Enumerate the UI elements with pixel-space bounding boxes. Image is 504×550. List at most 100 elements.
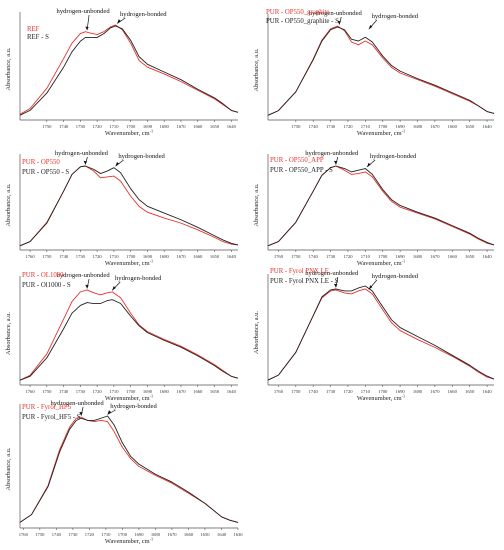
legend-entry: REF - S (27, 34, 49, 41)
y-axis-label: Absorbance, a.u. (253, 311, 260, 354)
series-line-sample (19, 299, 239, 381)
series-line-reference (267, 25, 495, 116)
x-axis-label: Wavenumber, cm-1 (357, 259, 405, 268)
x-axis-label-superscript: -1 (150, 259, 154, 264)
x-tick-label: 1660 (448, 389, 458, 394)
x-tick-label: 1690 (396, 124, 406, 129)
series-line-sample (267, 285, 495, 381)
annotation-arrowhead (367, 162, 371, 168)
x-tick-label: 1760 (25, 389, 35, 394)
y-axis-label: Absorbance, a.u. (253, 48, 260, 91)
annotation-arrowhead (79, 412, 83, 416)
legend-entry: PUR - OP550 (22, 159, 60, 166)
x-tick-label: 1750 (42, 124, 52, 129)
annotation-arrowhead (368, 25, 373, 30)
x-axis-label-superscript: -1 (402, 129, 406, 134)
x-tick-label: 1660 (193, 124, 203, 129)
annotation-arrowhead (85, 284, 89, 289)
chart-panel-6: 1760 1750 1740 1730 1720 1710 1700 1690 1680 1670… (253, 268, 495, 402)
x-tick-label: 1660 (448, 124, 458, 129)
annotation-hydrogen-bonded: hydrogen-bonded (115, 275, 162, 282)
x-tick-label: 1760 (25, 254, 35, 259)
annotation-arrowhead (107, 410, 112, 415)
x-tick-label: 1710 (109, 389, 119, 394)
x-tick-label: 1680 (160, 389, 170, 394)
x-tick-label: 1760 (19, 532, 29, 537)
annotation-hydrogen-bonded: hydrogen-bonded (120, 11, 167, 18)
series-line-reference (19, 165, 239, 247)
x-tick-label: 1680 (413, 389, 423, 394)
legend-entry: PUR - OP550_graphite - S (266, 18, 339, 25)
legend-entry: PUR - Fyrol PNX LE (270, 268, 329, 275)
x-tick-label: 1700 (126, 389, 136, 394)
x-tick-label: 1730 (76, 254, 86, 259)
x-tick-label: 1650 (210, 124, 220, 129)
annotation-hydrogen-bonded: hydrogen-bonded (370, 153, 417, 160)
x-tick-label: 1670 (176, 389, 186, 394)
legend-entry: PUR - OP550 - S (22, 169, 69, 176)
x-tick-label: 1750 (42, 254, 52, 259)
series-line-sample (19, 165, 239, 247)
x-tick-label: 1640 (482, 254, 492, 259)
x-tick-label: 1750 (291, 389, 301, 394)
x-tick-label: 1650 (465, 389, 475, 394)
x-tick-label: 1650 (200, 532, 210, 537)
annotation-hydrogen-unbonded: hydrogen-unbonded (57, 272, 111, 279)
x-tick-label: 1700 (126, 254, 136, 259)
annotation-hydrogen-unbonded: hydrogen-unbonded (51, 400, 105, 407)
annotation-arrowhead (115, 161, 120, 167)
x-tick-label: 1720 (343, 389, 353, 394)
annotation-hydrogen-unbonded: hydrogen-unbonded (309, 10, 363, 17)
legend-entry: PUR - Fyrol_HF5 (22, 404, 72, 411)
x-axis-label-superscript: -1 (150, 129, 154, 134)
legend-entry: REF (27, 26, 40, 33)
x-tick-label: 1670 (430, 254, 440, 259)
x-tick-label: 1690 (143, 254, 153, 259)
y-axis-label: Absorbance, a.u. (5, 447, 12, 490)
x-tick-label: 1750 (291, 124, 301, 129)
x-tick-label: 1720 (93, 254, 103, 259)
x-axis-label: Wavenumber, cm-1 (105, 259, 153, 268)
x-tick-label: 1710 (109, 254, 119, 259)
y-axis-label: Absorbance, a.u. (253, 183, 260, 226)
annotation-hydrogen-bonded: hydrogen-bonded (372, 273, 419, 280)
x-tick-label: 1660 (184, 532, 194, 537)
x-tick-label: 1730 (326, 124, 336, 129)
x-tick-label: 1670 (176, 254, 186, 259)
x-tick-label: 1680 (160, 124, 170, 129)
x-tick-label: 1710 (361, 389, 371, 394)
x-tick-label: 1710 (101, 532, 111, 537)
x-axis-label-superscript: -1 (402, 394, 406, 399)
chart-panel-1: 1750 1740 1730 1720 1710 1700 1690 1680 1670 1660… (5, 8, 239, 137)
x-tick-label: 1740 (52, 532, 62, 537)
x-tick-label: 1670 (176, 124, 186, 129)
annotation-hydrogen-unbonded: hydrogen-unbonded (55, 150, 109, 157)
series-line-reference (267, 288, 495, 381)
annotation-arrowhead (334, 283, 338, 288)
x-axis-label-superscript: -1 (150, 394, 154, 399)
series-line-reference (267, 165, 495, 247)
x-tick-label: 1710 (361, 124, 371, 129)
x-tick-label: 1680 (413, 124, 423, 129)
legend-entry: PUR - Fyrol_HF5 - S (22, 414, 81, 421)
x-tick-label: 1660 (193, 254, 203, 259)
x-tick-label: 1740 (309, 389, 319, 394)
legend-entry: PUR - Ol1000 - S (22, 282, 71, 289)
series-line-reference (19, 416, 239, 523)
x-tick-label: 1640 (482, 389, 492, 394)
x-axis-label-superscript: -1 (150, 537, 154, 542)
chart-panel-4: 1760 1750 1740 1730 1720 1710 1700 1690 1680 1670… (253, 150, 495, 268)
x-tick-label: 1760 (274, 254, 284, 259)
annotation-arrowhead (337, 20, 341, 25)
x-tick-label: 1670 (167, 532, 177, 537)
annotation-arrowhead (117, 19, 121, 24)
x-tick-label: 1640 (227, 389, 237, 394)
y-axis-label: Absorbance, a.u. (5, 183, 12, 226)
chart-panel-5: 1760 1750 1740 1730 1720 1710 1700 1690 1680 1670… (5, 272, 239, 402)
x-tick-label: 1710 (361, 254, 371, 259)
legend-entry: PUR - OP550_graphite (266, 9, 329, 16)
x-tick-label: 1730 (76, 124, 86, 129)
x-tick-label: 1720 (93, 124, 103, 129)
x-tick-label: 1700 (378, 124, 388, 129)
